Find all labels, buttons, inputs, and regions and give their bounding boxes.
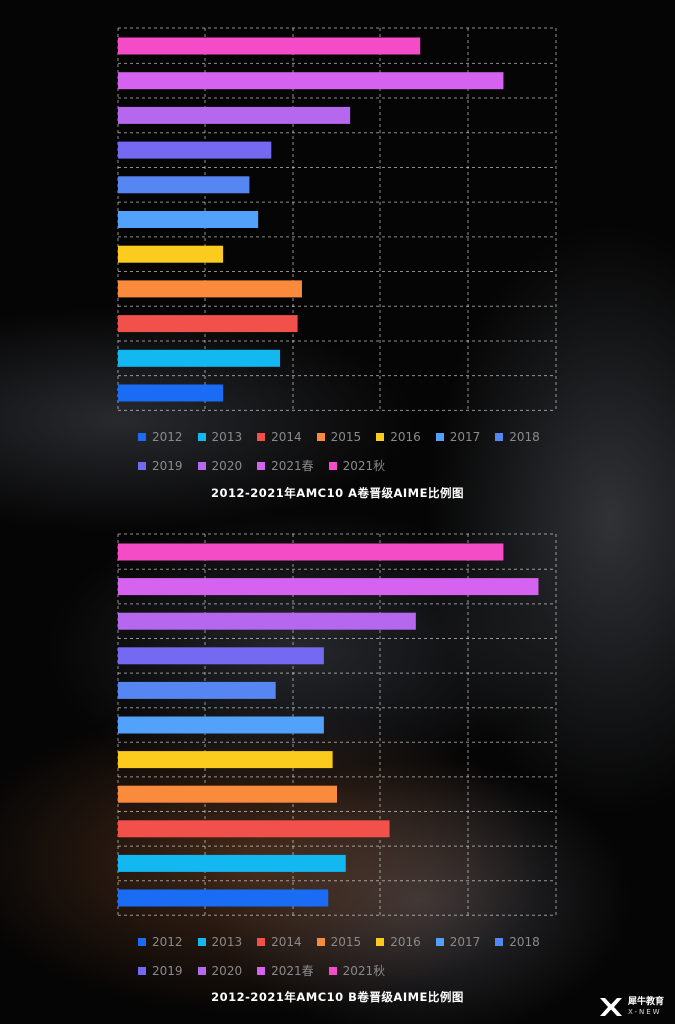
legend-swatch (328, 966, 337, 975)
legend-swatch (435, 432, 444, 441)
bar-2015 (118, 785, 337, 803)
legend-item-2015: 2015 (316, 933, 362, 950)
bar-2014 (118, 820, 390, 838)
legend-item-2016: 2016 (376, 933, 421, 950)
bar-2018 (118, 681, 276, 699)
legend-label: 2020 (211, 458, 243, 473)
legend-label: 2015 (330, 934, 362, 949)
legend-label: 2017 (449, 429, 481, 444)
legend-item-2016: 2016 (376, 428, 421, 445)
brand-logo: 犀牛教育 X-NEW (598, 996, 664, 1018)
legend-item-2012: 2012 (138, 933, 183, 950)
bar-2017 (118, 211, 259, 228)
legend-label: 2015 (330, 429, 362, 444)
legend-swatch (138, 937, 146, 946)
legend-swatch (376, 937, 385, 946)
legend-item-2017: 2017 (435, 428, 481, 445)
legend-item-2012: 2012 (138, 428, 183, 445)
bar-2021春 (118, 578, 539, 596)
bar-2013 (118, 854, 346, 872)
legend-item-2021秋: 2021秋 (328, 962, 386, 979)
chart-b (117, 533, 557, 916)
legend-item-2019: 2019 (138, 457, 183, 474)
legend-swatch (197, 966, 206, 975)
legend-swatch (257, 461, 266, 470)
legend-label: 2014 (271, 429, 302, 444)
legend-item-2021春: 2021春 (257, 457, 314, 474)
legend-label: 2020 (211, 963, 243, 978)
bar-2017 (118, 716, 324, 734)
legend-item-2014: 2014 (257, 933, 302, 950)
legend-item-2013: 2013 (197, 933, 243, 950)
legend-label: 2016 (390, 429, 421, 444)
legend-label: 2021春 (271, 459, 314, 473)
legend-label: 2017 (449, 934, 481, 949)
legend-label: 2021秋 (342, 964, 386, 978)
legend-a: 2012 2013 2014 2015 2016 2017 2018 2019 2020 2021… (138, 428, 578, 474)
logo-cn-text: 犀牛教育 (628, 997, 665, 1007)
legend-swatch (495, 432, 504, 441)
legend-swatch (316, 937, 325, 946)
legend-swatch (197, 432, 206, 441)
bar-2014 (118, 315, 298, 333)
chart-b-title: 2012-2021年AMC10 B卷晋级AIME比例图 (211, 990, 464, 1004)
legend-label: 2012 (152, 934, 183, 949)
legend-label: 2021春 (271, 964, 314, 978)
bar-2013 (118, 349, 281, 367)
legend-item-2019: 2019 (138, 962, 183, 979)
legend-swatch (138, 461, 146, 470)
legend-item-2018: 2018 (495, 428, 540, 445)
bar-2016 (118, 245, 224, 263)
bar-2021秋 (118, 543, 504, 561)
legend-item-2021秋: 2021秋 (328, 457, 386, 474)
bar-2018 (118, 176, 250, 194)
legend-item-2013: 2013 (197, 428, 243, 445)
legend-swatch (257, 432, 266, 441)
legend-item-2017: 2017 (435, 933, 481, 950)
legend-label: 2019 (152, 458, 183, 473)
bar-2019 (118, 141, 272, 159)
legend-item-2014: 2014 (257, 428, 302, 445)
legend-swatch (376, 432, 385, 441)
legend-item-2015: 2015 (316, 428, 362, 445)
logo-en-text: X-NEW (628, 1008, 662, 1016)
legend-swatch (435, 937, 444, 946)
bar-2015 (118, 280, 302, 298)
x-logo-icon (600, 998, 622, 1016)
legend-swatch (257, 966, 266, 975)
legend-swatch (328, 461, 337, 470)
legend-swatch (197, 937, 206, 946)
chart-a-title: 2012-2021年AMC10 A卷晋级AIME比例图 (211, 486, 464, 500)
legend-label: 2018 (509, 429, 540, 444)
bar-2012 (118, 889, 329, 907)
legend-item-2020: 2020 (197, 962, 243, 979)
chart-a (117, 27, 557, 411)
legend-item-2021春: 2021春 (257, 962, 314, 979)
bar-2021春 (118, 72, 504, 90)
legend-label: 2021秋 (342, 459, 386, 473)
legend-label: 2016 (390, 934, 421, 949)
legend-label: 2013 (211, 429, 243, 444)
legend-label: 2014 (271, 934, 302, 949)
legend-label: 2012 (152, 429, 183, 444)
legend-swatch (257, 937, 266, 946)
legend-item-2018: 2018 (495, 933, 540, 950)
legend-swatch (495, 937, 504, 946)
legend-item-2020: 2020 (197, 457, 243, 474)
legend-b: 2012 2013 2014 2015 2016 2017 2018 2019 2020 2021… (138, 933, 578, 979)
bar-2019 (118, 647, 324, 665)
bar-2020 (118, 612, 416, 630)
legend-swatch (197, 461, 206, 470)
bar-2021秋 (118, 37, 421, 55)
legend-label: 2018 (509, 934, 540, 949)
bar-2012 (118, 384, 224, 402)
legend-swatch (316, 432, 325, 441)
legend-swatch (138, 966, 146, 975)
bar-2016 (118, 751, 333, 769)
legend-label: 2013 (211, 934, 243, 949)
legend-swatch (138, 432, 146, 441)
bar-2020 (118, 106, 351, 124)
legend-label: 2019 (152, 963, 183, 978)
